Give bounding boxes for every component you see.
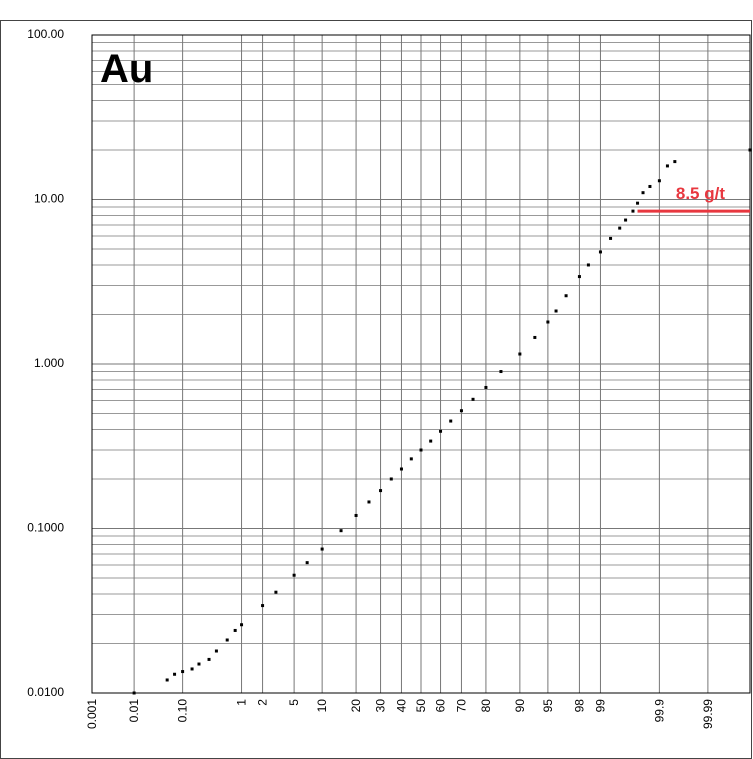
point (554, 309, 558, 313)
y-tick-label: 10.00 (34, 192, 64, 206)
point (439, 429, 443, 433)
point (471, 397, 475, 401)
point (409, 457, 413, 461)
x-tick-label: 50 (414, 699, 428, 713)
grid (91, 34, 750, 694)
point (367, 500, 371, 504)
point (173, 672, 177, 676)
x-tick-label: 5 (287, 699, 301, 706)
x-tick-label: 90 (513, 699, 527, 713)
point (207, 657, 211, 661)
point (598, 250, 602, 254)
point (648, 184, 652, 188)
point (261, 604, 265, 608)
plot-area (91, 34, 751, 694)
point (748, 148, 752, 152)
x-tick-label: 99.9 (652, 699, 666, 723)
x-tick-label: 40 (394, 699, 408, 713)
point (379, 489, 383, 493)
x-tick-label: 1 (235, 699, 249, 706)
point (429, 439, 433, 443)
point (586, 263, 590, 267)
x-tick-label: 0.10 (176, 699, 190, 723)
point (577, 275, 581, 279)
x-tick-label: 0.01 (127, 699, 141, 723)
point (305, 561, 309, 565)
point (339, 529, 343, 533)
point (459, 409, 463, 413)
point (673, 160, 677, 164)
point (165, 678, 169, 682)
point (449, 419, 453, 423)
x-tick-label: 30 (374, 699, 388, 713)
point (618, 226, 622, 230)
point (484, 385, 488, 389)
point (181, 670, 185, 674)
point (636, 201, 640, 205)
x-tick-label: 2 (256, 699, 270, 706)
point (564, 294, 568, 298)
point (225, 638, 229, 642)
x-tick-label: 0.001 (85, 699, 99, 729)
point (320, 547, 324, 551)
threshold-label: 8.5 g/t (676, 184, 725, 203)
x-tick-label: 20 (349, 699, 363, 713)
x-tick-label: 98 (572, 699, 586, 713)
point (354, 513, 358, 517)
x-tick-label: 70 (454, 699, 468, 713)
point (292, 573, 296, 577)
point (641, 191, 645, 195)
x-tick-label: 99 (593, 699, 607, 713)
point (499, 370, 503, 374)
point (624, 218, 628, 222)
point (389, 477, 393, 481)
point (132, 691, 136, 695)
x-tick-label: 60 (434, 699, 448, 713)
point (533, 335, 537, 339)
point (399, 467, 403, 471)
y-tick-label: 0.0100 (27, 685, 64, 699)
point (190, 667, 194, 671)
x-tick-label: 99.99 (701, 699, 715, 729)
point (518, 352, 522, 356)
point (214, 649, 218, 653)
annotation: Au (100, 47, 153, 91)
point (233, 628, 237, 632)
x-tick-label: 80 (479, 699, 493, 713)
point (631, 209, 635, 213)
point (274, 590, 278, 594)
point (665, 164, 669, 168)
x-tick-label: 10 (315, 699, 329, 713)
point (197, 662, 201, 666)
point (419, 448, 423, 452)
y-tick-label: 0.1000 (27, 521, 64, 535)
point (657, 179, 661, 183)
y-tick-label: 100.00 (27, 27, 64, 41)
x-tick-label: 95 (541, 699, 555, 713)
point (546, 320, 550, 324)
y-tick-label: 1.000 (34, 356, 64, 370)
point (609, 236, 613, 240)
point (240, 623, 244, 627)
